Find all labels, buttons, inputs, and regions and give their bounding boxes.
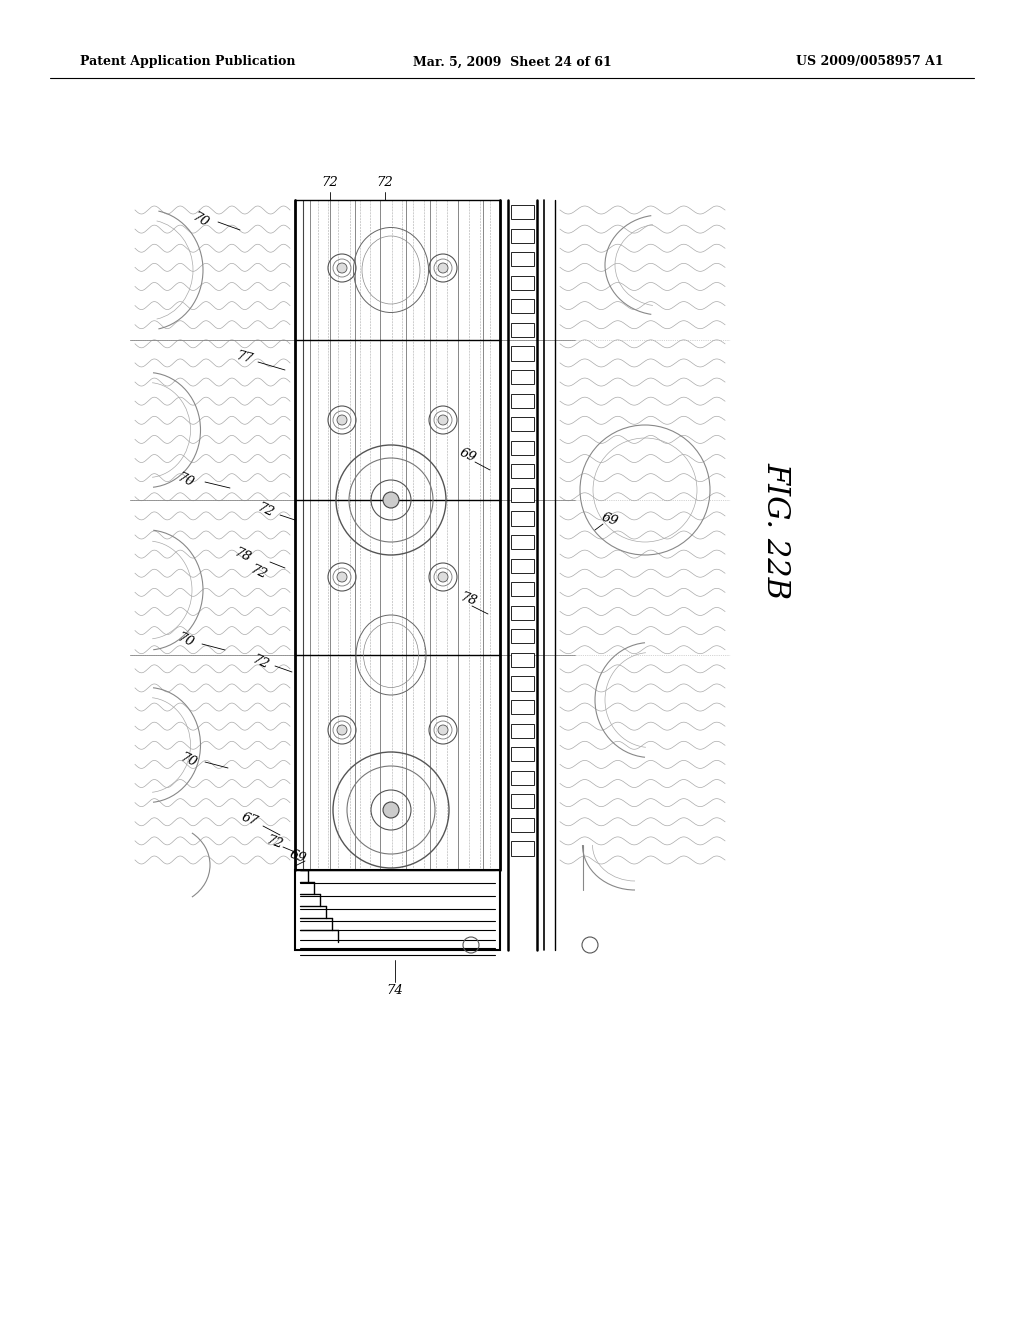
Text: 78: 78 xyxy=(231,545,252,565)
Bar xyxy=(511,700,534,714)
Text: 69: 69 xyxy=(600,511,621,529)
Bar xyxy=(511,558,534,573)
Bar xyxy=(511,488,534,502)
Bar xyxy=(511,771,534,785)
Text: Mar. 5, 2009  Sheet 24 of 61: Mar. 5, 2009 Sheet 24 of 61 xyxy=(413,55,611,69)
Text: 72: 72 xyxy=(250,652,270,672)
Bar xyxy=(511,511,534,525)
Bar xyxy=(511,723,534,738)
Text: 72: 72 xyxy=(255,500,275,520)
Text: 70: 70 xyxy=(175,631,196,649)
Circle shape xyxy=(337,414,347,425)
Text: 78: 78 xyxy=(458,591,478,609)
Text: 70: 70 xyxy=(189,210,211,230)
Circle shape xyxy=(337,725,347,735)
Circle shape xyxy=(383,803,399,818)
Text: 77: 77 xyxy=(234,350,254,367)
Text: 72: 72 xyxy=(322,177,338,190)
Bar xyxy=(295,870,500,950)
Bar xyxy=(511,252,534,267)
Bar xyxy=(511,205,534,219)
Bar xyxy=(511,228,534,243)
Text: 74: 74 xyxy=(387,983,403,997)
Bar xyxy=(511,323,534,337)
Bar xyxy=(511,393,534,408)
Text: 69: 69 xyxy=(288,847,308,866)
Text: 70: 70 xyxy=(175,470,196,490)
Bar xyxy=(511,370,534,384)
Bar xyxy=(511,582,534,597)
Text: 69: 69 xyxy=(458,446,478,465)
Circle shape xyxy=(438,572,449,582)
Bar xyxy=(511,795,534,808)
Bar xyxy=(511,417,534,432)
Bar xyxy=(511,465,534,478)
Bar xyxy=(511,653,534,667)
Circle shape xyxy=(438,414,449,425)
Circle shape xyxy=(383,492,399,508)
Bar xyxy=(511,276,534,290)
Circle shape xyxy=(438,263,449,273)
Bar xyxy=(511,441,534,455)
Bar xyxy=(511,346,534,360)
Text: 67: 67 xyxy=(240,810,260,829)
Text: Patent Application Publication: Patent Application Publication xyxy=(80,55,296,69)
Circle shape xyxy=(337,572,347,582)
Bar xyxy=(511,676,534,690)
Text: 72: 72 xyxy=(264,834,284,851)
Text: 70: 70 xyxy=(177,751,199,770)
Bar xyxy=(511,818,534,832)
Bar xyxy=(511,606,534,620)
Bar xyxy=(511,535,534,549)
Bar xyxy=(511,841,534,855)
Bar xyxy=(511,747,534,762)
Bar xyxy=(511,300,534,313)
Circle shape xyxy=(337,263,347,273)
Text: 72: 72 xyxy=(248,562,268,581)
Bar xyxy=(511,630,534,643)
Text: FIG. 22B: FIG. 22B xyxy=(760,462,791,598)
Circle shape xyxy=(438,725,449,735)
Text: 72: 72 xyxy=(377,177,393,190)
Text: US 2009/0058957 A1: US 2009/0058957 A1 xyxy=(797,55,944,69)
